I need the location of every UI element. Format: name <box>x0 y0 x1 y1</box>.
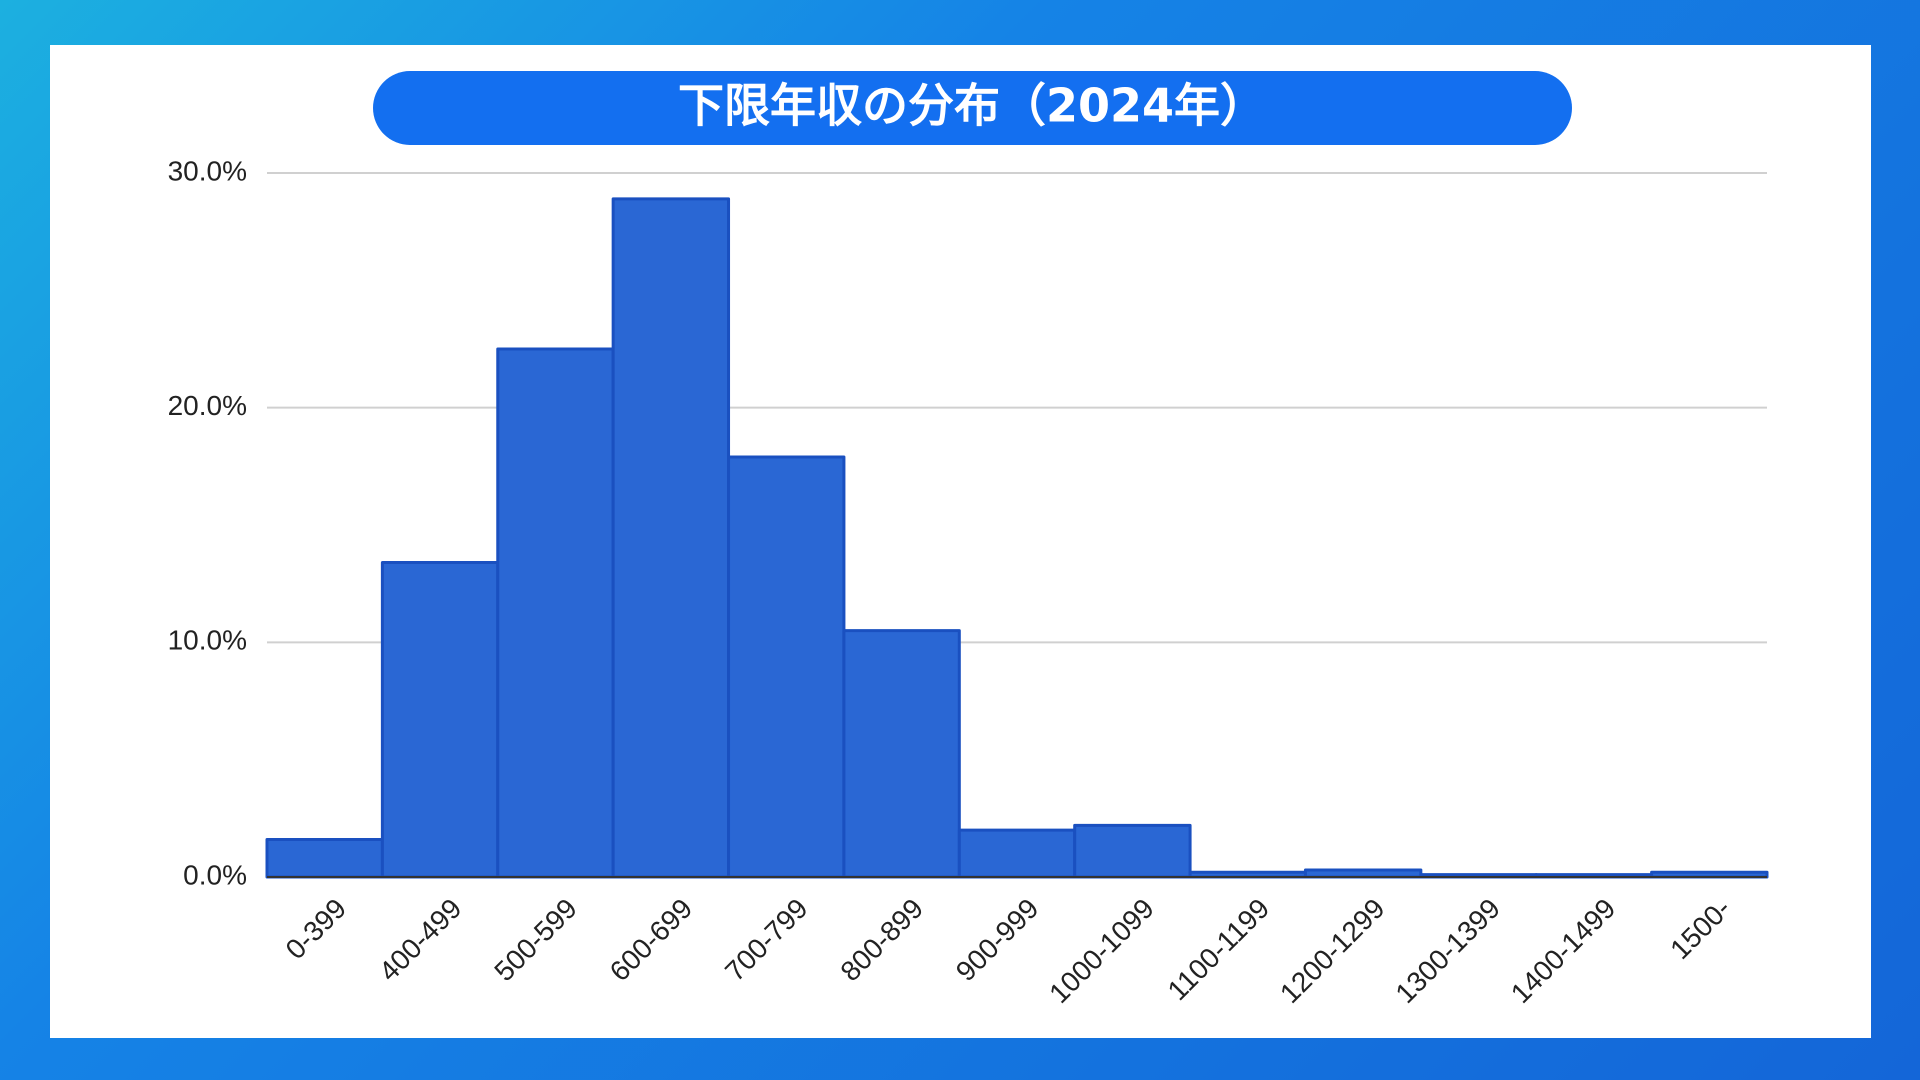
bar <box>1303 868 1423 879</box>
bar <box>957 828 1077 879</box>
y-tick-label: 10.0% <box>168 625 247 656</box>
bar <box>842 629 961 879</box>
y-tick-label: 20.0% <box>168 390 247 421</box>
bar <box>1073 823 1192 879</box>
bar <box>496 347 615 879</box>
bar <box>380 561 500 879</box>
panel <box>50 45 1871 1038</box>
y-tick-label: 0.0% <box>183 859 247 890</box>
title-pill <box>373 71 1572 145</box>
y-tick-label: 30.0% <box>168 155 247 186</box>
bar <box>611 197 731 879</box>
bar <box>265 837 384 879</box>
bar <box>727 455 846 879</box>
chart-title: 下限年収の分布（2024年） <box>678 79 1266 133</box>
